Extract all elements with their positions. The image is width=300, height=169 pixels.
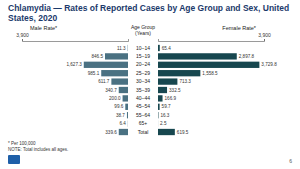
tick-label: 3,900 (258, 32, 271, 38)
category-tick: 35–39 (136, 87, 150, 93)
logo (8, 155, 20, 164)
data-label: 3,729.8 (261, 62, 277, 67)
data-label: 619.5 (177, 130, 189, 135)
axis-line (159, 39, 265, 42)
category-label: 20–24 (136, 61, 150, 67)
tick-mark (264, 39, 265, 41)
data-label: 2,897.8 (239, 54, 255, 59)
background (0, 0, 300, 169)
category-axis: 10–14 15–19 20–24 25–29 30–34 35–39 40–44 45–54… (136, 45, 150, 135)
category-tick: 45–54 (136, 103, 150, 109)
bars-female (158, 45, 259, 135)
chart-root: Chlamydia — Rates of Reported Cases by A… (0, 0, 300, 169)
data-label: 713.3 (179, 79, 191, 84)
category-tick: 10–14 (136, 45, 150, 51)
category-label: 15–19 (136, 53, 150, 59)
page-number: 6 (289, 158, 292, 164)
data-label: 11.3 (117, 46, 126, 51)
x-axis-female: 3,900 (159, 32, 271, 42)
tick-mark (22, 39, 23, 41)
data-labels-female: 65.4 2,897.8 3,729.8 1,558.5 713.3 332.5 166.9… (160, 46, 277, 135)
bar (158, 95, 163, 101)
axis-line (23, 39, 129, 42)
bar (119, 87, 128, 93)
bar (123, 95, 128, 101)
data-label: 1,558.5 (202, 71, 218, 76)
axis-title-line: (Years) (135, 30, 151, 36)
bar (84, 62, 128, 68)
category-tick: 30–34 (136, 78, 150, 84)
tick: 3,900 (258, 32, 271, 41)
category-label: 65+ (139, 120, 148, 126)
bar (158, 70, 200, 76)
bar (158, 129, 175, 135)
bar (158, 45, 160, 51)
data-label: 166.9 (165, 96, 177, 101)
bar (158, 53, 237, 59)
series-header: Female Rate* (222, 25, 256, 31)
bar (127, 120, 128, 126)
data-labels-male: 11.3 846.5 1,627.3 985.1 611.7 340.7 200.0 99.6… (66, 46, 126, 135)
bar (105, 53, 128, 59)
x-axis-male: 3,900 (16, 32, 128, 42)
tick: 3,900 (16, 32, 29, 41)
series-header: Male Rate* (30, 25, 58, 31)
data-label: 59.7 (162, 104, 171, 109)
category-label: 55–64 (136, 112, 150, 118)
title: Chlamydia — Rates of Reported Cases by A… (8, 3, 289, 23)
bar (127, 45, 128, 51)
category-label: 40–44 (136, 95, 150, 101)
category-label: Total (138, 129, 149, 135)
footnote: NOTE: Total includes all ages. (8, 147, 68, 152)
title-line: Chlamydia — Rates of Reported Cases by A… (8, 3, 289, 13)
category-label: 45–54 (136, 103, 150, 109)
data-label: 6.4 (119, 121, 126, 126)
category-tick: Total (138, 129, 149, 135)
bar (119, 129, 128, 135)
bar (158, 104, 160, 110)
footnotes: * Per 100,000NOTE: Total includes all ag… (8, 141, 68, 152)
data-label: 99.6 (114, 104, 123, 109)
data-label: 2.5 (160, 121, 167, 126)
category-label: 35–39 (136, 87, 150, 93)
data-label: 611.7 (98, 79, 110, 84)
bar (127, 112, 128, 118)
bar (158, 62, 259, 68)
data-label: 1,627.3 (66, 62, 82, 67)
bar (101, 70, 128, 76)
bar (111, 78, 128, 84)
category-label: 25–29 (136, 70, 150, 76)
data-label: 38.7 (116, 113, 125, 118)
title-line: States, 2020 (8, 13, 57, 23)
chart-svg: Chlamydia — Rates of Reported Cases by A… (0, 0, 300, 169)
data-label: 985.1 (88, 71, 100, 76)
data-label: 332.5 (169, 88, 181, 93)
bar (125, 104, 128, 110)
tick-label: 3,900 (16, 32, 29, 38)
category-label: 10–14 (136, 45, 150, 51)
bars-male (84, 45, 128, 135)
category-tick: 25–29 (136, 70, 150, 76)
data-label: 16.3 (160, 113, 169, 118)
category-tick: 65+ (139, 120, 148, 126)
data-label: 340.7 (105, 88, 117, 93)
data-label: 65.4 (162, 46, 171, 51)
footnote: * Per 100,000 (8, 141, 36, 146)
bar (158, 112, 159, 118)
data-label: 200.0 (109, 96, 121, 101)
data-label: 846.5 (91, 54, 103, 59)
category-tick: 55–64 (136, 112, 150, 118)
data-label: 339.6 (105, 130, 117, 135)
bar (158, 78, 177, 84)
category-tick: 15–19 (136, 53, 150, 59)
category-tick: 20–24 (136, 61, 150, 67)
category-label: 30–34 (136, 78, 150, 84)
bar (158, 87, 167, 93)
category-tick: 40–44 (136, 95, 150, 101)
axis-title: Age Group(Years) (131, 24, 155, 36)
bar (158, 120, 159, 126)
